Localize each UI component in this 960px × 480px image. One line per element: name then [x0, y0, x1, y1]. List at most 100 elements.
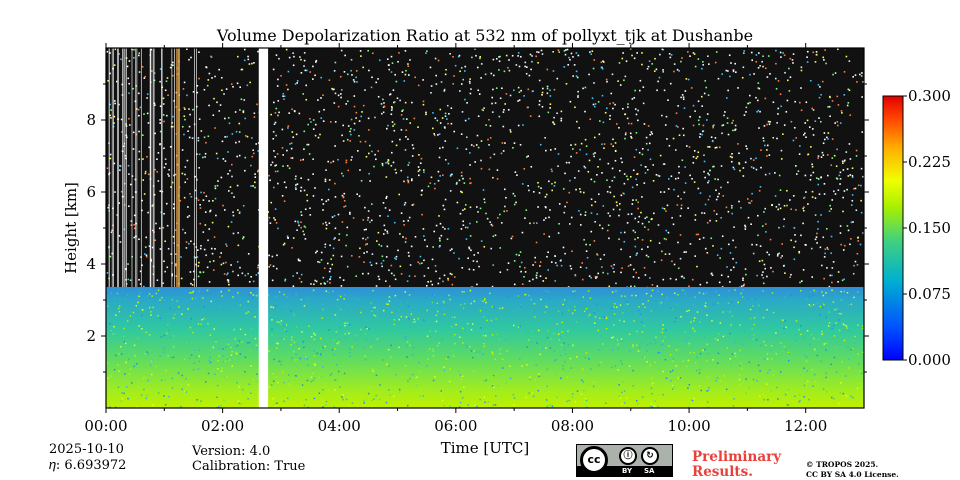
noise-dot: [633, 96, 636, 99]
bl-speckle: [665, 329, 667, 332]
bl-speckle: [123, 392, 125, 395]
bl-speckle: [190, 317, 192, 320]
noise-dot: [273, 217, 275, 219]
noise-dot: [513, 283, 516, 286]
bl-speckle: [491, 385, 494, 387]
bl-speckle: [605, 327, 608, 330]
noise-speckles: [106, 48, 864, 291]
noise-dot: [450, 122, 453, 125]
noise-dot: [174, 173, 177, 176]
noise-dot: [790, 208, 792, 211]
noise-dot: [322, 94, 324, 96]
bl-speckle: [124, 373, 126, 375]
noise-dot: [718, 281, 721, 284]
noise-dot: [469, 92, 472, 95]
bl-speckle: [283, 338, 285, 340]
noise-dot: [814, 238, 817, 241]
bl-speckle: [363, 346, 366, 349]
bl-speckle: [621, 403, 623, 405]
bl-speckle: [152, 306, 154, 309]
bl-speckle: [716, 377, 719, 379]
noise-dot: [222, 158, 225, 160]
noise-dot: [185, 241, 188, 243]
noise-dot: [839, 178, 842, 180]
noise-dot: [138, 278, 140, 281]
bl-speckle: [485, 379, 488, 381]
bl-speckle: [821, 330, 823, 333]
noise-dot: [173, 203, 175, 206]
noise-dot: [645, 142, 648, 145]
bl-speckle: [363, 399, 365, 402]
bl-speckle: [219, 405, 222, 407]
bl-speckle: [626, 301, 628, 303]
noise-dot: [673, 263, 676, 266]
noise-dot: [403, 203, 406, 206]
bl-speckle: [696, 356, 698, 359]
noise-dot: [618, 203, 621, 205]
bl-speckle: [586, 406, 588, 408]
noise-dot: [800, 87, 802, 89]
bl-speckle: [828, 322, 831, 324]
noise-dot: [820, 120, 822, 123]
noise-dot: [777, 208, 780, 211]
bl-speckle: [812, 303, 815, 306]
noise-dot: [425, 111, 427, 114]
noise-dot: [363, 252, 365, 254]
noise-dot: [830, 252, 832, 254]
bl-speckle: [356, 338, 358, 341]
noise-dot: [860, 184, 862, 187]
bl-speckle: [553, 350, 556, 352]
noise-dot: [164, 240, 166, 243]
noise-dot: [444, 159, 447, 161]
bl-speckle: [678, 348, 680, 351]
bl-speckle: [562, 368, 564, 370]
noise-dot: [355, 70, 358, 72]
colorbar-tick-label-3: 0.225: [908, 153, 951, 171]
noise-dot: [538, 79, 541, 82]
bl-speckle: [680, 316, 682, 318]
noise-dot: [167, 94, 169, 97]
bl-speckle: [133, 365, 135, 368]
noise-dot: [843, 160, 846, 163]
noise-dot: [300, 58, 302, 61]
by-attribution-icon: ⓘ: [619, 447, 637, 465]
noise-dot: [483, 107, 485, 109]
x-axis-label: Time [UTC]: [441, 439, 530, 457]
noise-dot: [469, 164, 471, 166]
noise-dot: [584, 86, 587, 89]
noise-dot: [725, 206, 728, 209]
noise-dot: [705, 86, 708, 89]
noise-dot: [322, 222, 324, 225]
noise-dot: [362, 66, 364, 69]
noise-dot: [291, 157, 294, 159]
noise-dot: [783, 54, 786, 57]
noise-dot: [803, 206, 805, 208]
bl-speckle: [732, 405, 735, 407]
noise-dot: [653, 212, 655, 215]
noise-dot: [777, 107, 780, 110]
noise-dot: [794, 234, 796, 236]
x-tick-label-3: 06:00: [434, 417, 477, 435]
bl-speckle: [134, 354, 136, 357]
noise-dot: [814, 214, 817, 216]
noise-dot: [432, 112, 434, 114]
noise-dot: [396, 97, 399, 100]
noise-dot: [294, 178, 297, 180]
bl-speckle: [499, 352, 501, 355]
noise-dot: [333, 70, 336, 72]
noise-dot: [197, 137, 200, 139]
noise-dot: [163, 166, 166, 169]
noise-dot: [427, 281, 429, 283]
noise-dot: [393, 101, 395, 104]
bl-speckle: [336, 298, 339, 301]
noise-dot: [855, 149, 858, 152]
bl-speckle: [201, 333, 204, 336]
noise-dot: [853, 264, 855, 267]
noise-dot: [393, 129, 396, 132]
noise-dot: [704, 176, 706, 179]
noise-dot: [274, 219, 276, 221]
noise-dot: [668, 253, 671, 255]
noise-dot: [589, 51, 591, 53]
noise-dot: [585, 250, 588, 252]
bl-speckle: [740, 401, 743, 404]
